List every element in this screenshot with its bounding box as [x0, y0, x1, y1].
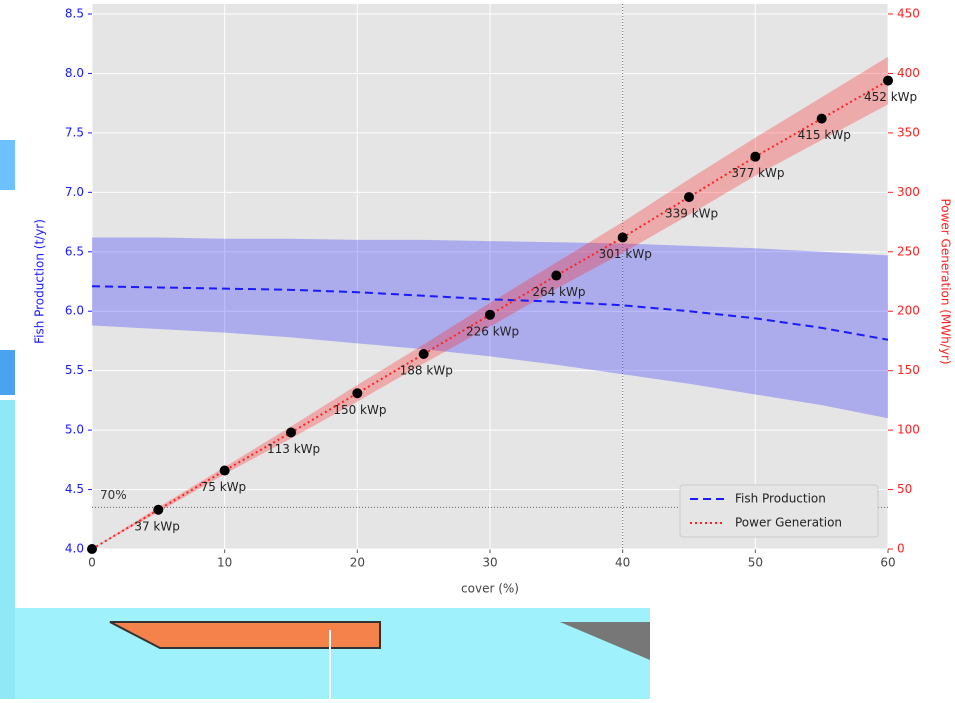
x-tick-label: 20 — [350, 556, 365, 570]
x-tick-label: 10 — [217, 556, 232, 570]
ui-fragment — [0, 140, 15, 190]
page: 0 10 20 30 40 50 60 4.0 4.5 5.0 5.5 6.0 6.5 7.0 7.5 8.0… — [0, 0, 955, 703]
reference-label: 70% — [100, 488, 127, 502]
x-tick-label: 0 — [88, 556, 96, 570]
data-point — [352, 388, 362, 398]
data-point — [220, 466, 230, 476]
data-point — [286, 427, 296, 437]
y-tick-label: 6.5 — [65, 244, 84, 258]
y2-tick-label: 350 — [897, 125, 920, 139]
ui-fragment — [0, 400, 15, 699]
data-point — [618, 233, 628, 243]
y2-axis-label: Power Generation (MWh/yr) — [939, 198, 953, 364]
y-tick-label: 8.0 — [65, 66, 84, 80]
y-tick-label: 7.0 — [65, 185, 84, 199]
data-point — [551, 271, 561, 281]
x-tick-label: 40 — [615, 556, 630, 570]
point-label: 150 kWp — [333, 403, 386, 417]
y2-tick-label: 0 — [897, 542, 905, 556]
y-tick-label: 5.0 — [65, 423, 84, 437]
y2-tick-label: 100 — [897, 423, 920, 437]
point-label: 113 kWp — [267, 442, 320, 456]
y2-tick-label: 400 — [897, 66, 920, 80]
point-label: 75 kWp — [201, 480, 247, 494]
point-label: 301 kWp — [599, 247, 652, 261]
point-label: 339 kWp — [665, 207, 718, 221]
data-point — [817, 114, 827, 124]
x-axis-label: cover (%) — [461, 582, 519, 596]
point-label: 377 kWp — [731, 166, 784, 180]
data-point — [87, 544, 97, 554]
y-tick-label: 7.5 — [65, 125, 84, 139]
x-tick-label: 60 — [880, 556, 895, 570]
ui-fragment — [0, 350, 15, 395]
point-label: 415 kWp — [798, 128, 851, 142]
y2-tick-label: 50 — [897, 482, 912, 496]
y-tick-label: 4.5 — [65, 482, 84, 496]
y-tick-label: 6.0 — [65, 304, 84, 318]
legend-label: Fish Production — [735, 492, 826, 506]
point-label: 37 kWp — [134, 519, 180, 533]
y-tick-label: 4.0 — [65, 542, 84, 556]
data-point — [750, 152, 760, 162]
x-tick-label: 30 — [482, 556, 497, 570]
y-tick-label: 8.5 — [65, 7, 84, 21]
data-point — [153, 505, 163, 515]
point-label: 226 kWp — [466, 324, 519, 338]
y-axis-label: Fish Production (t/yr) — [33, 219, 47, 344]
data-point — [419, 349, 429, 359]
ui-shape — [110, 622, 380, 648]
data-point — [485, 310, 495, 320]
y2-tick-label: 150 — [897, 363, 920, 377]
legend-label: Power Generation — [735, 516, 842, 530]
point-label: 452 kWp — [864, 90, 917, 104]
y2-tick-label: 300 — [897, 185, 920, 199]
point-label: 264 kWp — [532, 285, 585, 299]
y2-tick-label: 450 — [897, 7, 920, 21]
data-point — [883, 76, 893, 86]
point-label: 188 kWp — [400, 364, 453, 378]
y-tick-label: 5.5 — [65, 363, 84, 377]
y2-tick-label: 250 — [897, 244, 920, 258]
chart: 0 10 20 30 40 50 60 4.0 4.5 5.0 5.5 6.0 6.5 7.0 7.5 8.0… — [0, 0, 955, 699]
x-tick-label: 50 — [748, 556, 763, 570]
y2-tick-label: 200 — [897, 304, 920, 318]
data-point — [684, 192, 694, 202]
